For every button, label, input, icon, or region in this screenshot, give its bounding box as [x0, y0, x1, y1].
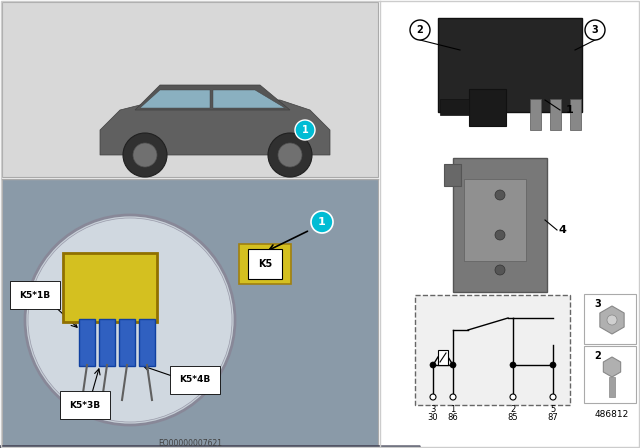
- Text: 85: 85: [508, 413, 518, 422]
- Polygon shape: [100, 100, 330, 155]
- Circle shape: [133, 143, 157, 167]
- FancyBboxPatch shape: [550, 99, 561, 130]
- FancyBboxPatch shape: [79, 319, 95, 366]
- Text: 486812: 486812: [595, 410, 629, 419]
- FancyBboxPatch shape: [444, 164, 461, 186]
- FancyBboxPatch shape: [584, 294, 636, 344]
- FancyBboxPatch shape: [63, 253, 157, 322]
- Text: 1: 1: [451, 405, 456, 414]
- FancyBboxPatch shape: [570, 99, 580, 130]
- Circle shape: [295, 120, 315, 140]
- Text: 3: 3: [594, 299, 601, 309]
- FancyBboxPatch shape: [529, 99, 541, 130]
- Circle shape: [450, 362, 456, 368]
- Text: 5: 5: [550, 405, 556, 414]
- Text: 3: 3: [430, 405, 436, 414]
- FancyBboxPatch shape: [438, 18, 582, 112]
- Wedge shape: [0, 446, 380, 448]
- FancyBboxPatch shape: [440, 99, 468, 116]
- Text: 86: 86: [447, 413, 458, 422]
- FancyBboxPatch shape: [453, 158, 547, 292]
- Polygon shape: [213, 90, 285, 108]
- Text: 1: 1: [566, 105, 574, 115]
- Circle shape: [430, 362, 436, 368]
- Wedge shape: [0, 446, 420, 448]
- Circle shape: [550, 362, 556, 368]
- Circle shape: [123, 133, 167, 177]
- Text: EO00000007621: EO00000007621: [158, 439, 222, 448]
- Circle shape: [25, 215, 235, 425]
- FancyBboxPatch shape: [584, 346, 636, 403]
- Circle shape: [410, 20, 430, 40]
- FancyBboxPatch shape: [415, 295, 570, 405]
- Circle shape: [450, 394, 456, 400]
- Circle shape: [495, 265, 505, 275]
- Text: 30: 30: [428, 413, 438, 422]
- Text: K5: K5: [258, 259, 272, 269]
- FancyBboxPatch shape: [139, 319, 155, 366]
- FancyBboxPatch shape: [438, 350, 448, 365]
- Text: 2: 2: [417, 25, 424, 35]
- Text: 2: 2: [510, 405, 516, 414]
- Text: 2: 2: [594, 351, 601, 361]
- Text: K5*3B: K5*3B: [69, 401, 100, 409]
- Circle shape: [268, 133, 312, 177]
- Circle shape: [585, 20, 605, 40]
- Text: K5*4B: K5*4B: [179, 375, 211, 384]
- Circle shape: [607, 315, 617, 325]
- FancyBboxPatch shape: [2, 2, 378, 177]
- Text: 1: 1: [318, 217, 326, 227]
- Circle shape: [510, 394, 516, 400]
- Circle shape: [495, 190, 505, 200]
- Circle shape: [28, 218, 232, 422]
- FancyBboxPatch shape: [609, 377, 615, 397]
- FancyBboxPatch shape: [119, 319, 135, 366]
- Text: 87: 87: [548, 413, 558, 422]
- Circle shape: [311, 211, 333, 233]
- Circle shape: [550, 394, 556, 400]
- Circle shape: [430, 394, 436, 400]
- Text: 4: 4: [558, 225, 566, 235]
- Circle shape: [495, 230, 505, 240]
- Polygon shape: [135, 85, 290, 110]
- Text: 1: 1: [301, 125, 308, 135]
- FancyBboxPatch shape: [464, 179, 526, 261]
- FancyBboxPatch shape: [469, 89, 506, 126]
- FancyBboxPatch shape: [239, 244, 291, 284]
- FancyBboxPatch shape: [2, 179, 378, 446]
- FancyBboxPatch shape: [99, 319, 115, 366]
- Polygon shape: [140, 90, 210, 108]
- Text: K5*1B: K5*1B: [19, 290, 51, 300]
- Circle shape: [510, 362, 516, 368]
- Text: 3: 3: [591, 25, 598, 35]
- Circle shape: [278, 143, 302, 167]
